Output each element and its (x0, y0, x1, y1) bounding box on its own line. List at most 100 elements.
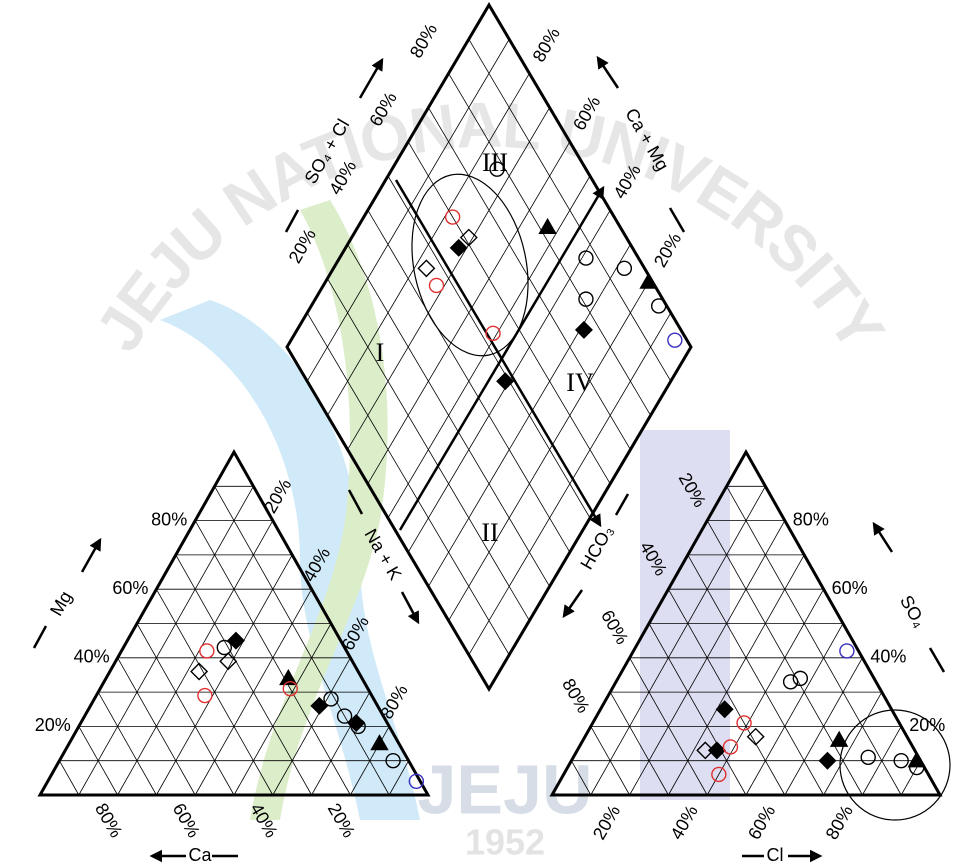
grid-line (629, 657, 708, 796)
grid-line (590, 486, 766, 796)
sample-point (219, 652, 238, 671)
axis-arrow (400, 591, 420, 625)
region-label: IV (566, 368, 594, 397)
sample-point (408, 773, 425, 789)
sample-point (428, 277, 445, 294)
grid-line (428, 107, 631, 450)
grid-line (97, 691, 157, 796)
sample-point (350, 718, 366, 735)
grid-line (175, 554, 312, 796)
grid-line (571, 760, 592, 796)
sample-point (279, 668, 298, 686)
sample-point (199, 643, 215, 659)
sample-point (736, 715, 752, 731)
grid-line (448, 278, 651, 621)
sample-point (282, 680, 298, 697)
group-circle (839, 709, 951, 821)
tick-label: 80% (151, 509, 187, 529)
sample-point (578, 291, 594, 307)
axis-arrows (32, 55, 946, 863)
sample-point (616, 260, 633, 277)
axis-title: Ca (188, 845, 212, 865)
sample-point (370, 734, 389, 751)
axis-dash (668, 207, 686, 233)
axis-arrow (596, 55, 620, 89)
sample-point (538, 217, 557, 235)
cation-triangle (37, 448, 431, 797)
grid-line (59, 760, 80, 796)
axis-arrow (562, 589, 584, 619)
axis-dash (928, 647, 946, 673)
watermark: JEJU NATIONAL UNIVERSITY JEJU 1952 (81, 88, 898, 862)
tick-label: 60% (744, 802, 779, 843)
axis-dash (347, 489, 364, 515)
sample-point (496, 372, 515, 391)
tick-label: 80% (529, 24, 564, 65)
sample-point (829, 730, 849, 747)
sample-point (323, 691, 339, 707)
tick-label: 60% (597, 607, 632, 648)
sample-point (722, 739, 739, 755)
group-ellipse (411, 173, 529, 357)
sample-point (459, 228, 478, 247)
axis-arrow (358, 57, 384, 99)
anion-triangle (549, 448, 943, 797)
sample-point (639, 272, 658, 289)
grid-line (428, 244, 631, 587)
axis-title: Cl (767, 845, 784, 865)
grids (59, 38, 921, 796)
sample-point (746, 727, 765, 746)
grid-line (609, 691, 669, 796)
grid-line (311, 691, 371, 796)
tick-label: 20% (324, 800, 359, 841)
sample-point (792, 670, 809, 687)
grid-line (407, 141, 611, 485)
grid-line (387, 175, 591, 519)
tick-label: 20% (589, 802, 624, 843)
sample-point (667, 332, 683, 348)
sample-point (839, 643, 855, 659)
tick-label: 20% (650, 229, 685, 270)
sample-point (216, 639, 233, 656)
tick-label: 80% (793, 509, 829, 529)
tick-label: 20% (909, 715, 945, 735)
sample-point (226, 631, 245, 650)
grid-line (117, 657, 196, 796)
sample-point (417, 259, 436, 278)
grid-line (448, 73, 651, 416)
tick-label: 80% (822, 802, 857, 843)
watermark-year: 1952 (465, 822, 545, 863)
region-label: I (376, 338, 385, 367)
points (190, 161, 926, 789)
watermark-swoosh (250, 200, 388, 820)
watermark-swoosh (160, 300, 420, 820)
grid-line (726, 486, 902, 796)
overlays (394, 173, 951, 821)
tick-label: 80% (558, 675, 593, 716)
axis-dash (284, 209, 300, 233)
grid-line (687, 554, 824, 796)
grid-line (468, 38, 672, 382)
sample-point (444, 209, 461, 225)
grid-line (862, 726, 902, 796)
sample-point (650, 298, 667, 314)
sample-point (336, 708, 353, 724)
sample-point (860, 749, 876, 765)
grid-line (136, 623, 235, 796)
axis-arrow (872, 521, 894, 553)
sample-point (574, 320, 593, 339)
grid-line (784, 657, 863, 796)
grid-line (648, 623, 747, 796)
grid-line (214, 486, 390, 796)
grid-line (745, 623, 844, 796)
axis-title: SO₄ (896, 592, 930, 631)
axis-arrow (80, 537, 102, 573)
tick-label: 40% (666, 802, 701, 843)
sample-point (578, 250, 594, 266)
grid-line (78, 486, 254, 796)
sample-point (485, 325, 501, 342)
sample-point (449, 238, 468, 257)
tick-label: 60% (832, 578, 868, 598)
sample-point (489, 161, 505, 177)
